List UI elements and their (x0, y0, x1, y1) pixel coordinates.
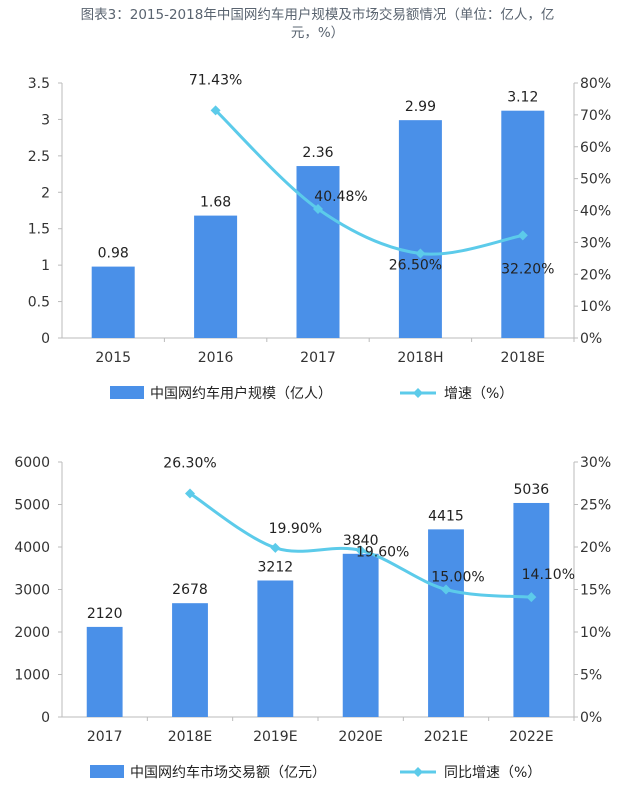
bar-value-label: 3840 (343, 533, 379, 549)
line-value-label: 26.50% (389, 258, 442, 274)
bar (513, 502, 550, 717)
chart-title-line-1: 图表3：2015-2018年中国网约车用户规模及市场交易额情况（单位：亿人，亿 (80, 7, 555, 23)
bar (501, 110, 545, 338)
left-axis-tick-label: 4000 (14, 540, 50, 556)
right-axis-tick-label: 25% (580, 498, 611, 514)
right-axis-tick-label: 70% (580, 108, 611, 124)
left-axis-tick-label: 6000 (14, 455, 50, 471)
left-axis-tick-label: 3000 (14, 583, 50, 599)
bar-value-label: 5036 (514, 482, 550, 498)
user-scale-chart: 0 0.5 1 1.5 2 2.5 3 3.5 0% 10% 20% 30% 40% 50% 60% 70% 8… (28, 72, 611, 402)
chart-title-line-2: 元，%） (290, 25, 345, 41)
line-point (185, 488, 195, 499)
bar-value-label: 2.36 (302, 145, 333, 161)
line-value-label: 14.10% (522, 567, 575, 583)
bar (172, 603, 208, 717)
left-axis-tick-label: 0 (41, 331, 50, 347)
left-axis-tick-label: 0 (41, 710, 50, 726)
right-axis-tick-label: 5% (580, 668, 602, 684)
line-point (441, 584, 451, 595)
bar (428, 529, 464, 717)
bar-value-label: 2678 (172, 582, 208, 598)
right-axis-tick-label: 50% (580, 172, 611, 188)
legend-bar-swatch (90, 765, 124, 778)
line-value-label: 19.60% (356, 544, 409, 560)
legend-line-label: 增速（%） (444, 386, 513, 402)
bar (398, 120, 442, 339)
bar-value-label: 2.99 (405, 99, 436, 115)
line-point (210, 105, 221, 116)
right-axis-tick-label: 15% (580, 583, 611, 599)
line-point (270, 542, 281, 553)
line-point (526, 592, 537, 603)
line-value-label: 40.48% (314, 189, 367, 205)
line-point (517, 230, 528, 241)
left-axis-tick-label: 1 (41, 258, 50, 274)
right-axis-tick-label: 10% (580, 625, 611, 641)
line-value-label: 32.20% (501, 261, 554, 277)
bar (86, 626, 123, 717)
x-axis-category-label: 2021E (424, 729, 468, 745)
left-axis-tick-label: 2000 (14, 625, 50, 641)
bar (257, 580, 294, 717)
x-axis-category-label: 2015 (95, 350, 131, 366)
x-axis-category-label: 2016 (198, 350, 234, 366)
x-axis-category-label: 2020E (338, 729, 382, 745)
legend-bar-label: 中国网约车市场交易额（亿元） (130, 764, 326, 781)
x-axis-category-label: 2018H (397, 350, 443, 366)
line-value-label: 26.30% (163, 455, 216, 471)
legend-bar-swatch (110, 386, 144, 399)
x-axis-category-label: 2018E (501, 350, 545, 366)
left-axis-tick-label: 1.5 (28, 222, 50, 238)
bar-value-label: 4415 (428, 508, 464, 524)
bar (91, 266, 135, 338)
line-point (313, 203, 323, 214)
legend-bar-label: 中国网约车用户规模（亿人） (150, 385, 332, 402)
right-axis-tick-label: 30% (580, 235, 611, 251)
bar (194, 215, 238, 338)
market-transaction-chart: 0 1000 2000 3000 4000 5000 6000 0% 5% 10% 15% 20% 25… (14, 455, 611, 781)
right-axis-tick-label: 80% (580, 76, 611, 92)
left-axis-tick-label: 2 (41, 185, 50, 201)
left-axis-tick-label: 5000 (14, 498, 50, 514)
right-axis-tick-label: 0% (580, 331, 602, 347)
x-axis-category-label: 2019E (253, 729, 297, 745)
bar-value-label: 2120 (87, 606, 123, 622)
line-value-label: 19.90% (269, 521, 322, 537)
left-axis-tick-label: 0.5 (28, 295, 50, 311)
right-axis-tick-label: 20% (580, 267, 611, 283)
left-axis-tick-label: 3 (41, 112, 50, 128)
chart-title: 图表3：2015-2018年中国网约车用户规模及市场交易额情况（单位：亿人，亿 … (0, 6, 635, 42)
line-value-label: 15.00% (431, 570, 484, 586)
legend-line-marker (413, 767, 423, 777)
legend-line-marker (413, 388, 423, 398)
left-axis-tick-label: 3.5 (28, 76, 50, 92)
bar-value-label: 3.12 (507, 90, 538, 106)
line-point (355, 545, 366, 556)
right-axis-tick-label: 0% (580, 710, 602, 726)
bar-value-label: 0.98 (98, 246, 129, 262)
bar-value-label: 1.68 (200, 195, 231, 211)
bar (296, 166, 340, 338)
x-axis-category-label: 2018E (168, 729, 212, 745)
x-axis-category-label: 2017 (300, 350, 336, 366)
x-axis-category-label: 2017 (87, 729, 123, 745)
right-axis-tick-label: 20% (580, 540, 611, 556)
left-axis-tick-label: 1000 (14, 668, 50, 684)
bar (342, 553, 379, 717)
right-axis-tick-label: 60% (580, 140, 611, 156)
right-axis-tick-label: 40% (580, 204, 611, 220)
x-axis-category-label: 2022E (509, 729, 553, 745)
legend-line-label: 同比增速（%） (444, 765, 541, 781)
right-axis-tick-label: 10% (580, 299, 611, 315)
right-axis-tick-label: 30% (580, 455, 611, 471)
growth-rate-line (214, 109, 524, 256)
left-axis-tick-label: 2.5 (28, 149, 50, 165)
bar-value-label: 3212 (258, 559, 294, 575)
line-value-label: 71.43% (189, 72, 242, 88)
line-point (415, 248, 426, 259)
